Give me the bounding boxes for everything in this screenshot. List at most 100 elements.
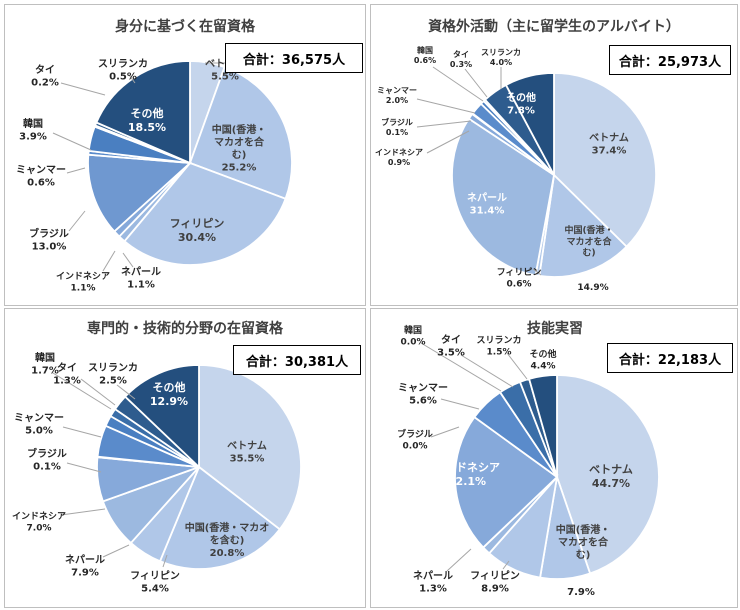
pie-slice-china bbox=[158, 465, 281, 570]
value-label-china: 14.9% bbox=[577, 283, 608, 293]
label-nepal: ネパール 1.3% bbox=[413, 570, 453, 595]
label-korea: 韓国 0.0% bbox=[401, 324, 426, 347]
label-china: 中国(香港・マカオを合む) bbox=[556, 523, 611, 561]
label-other: その他 18.5% bbox=[128, 106, 166, 134]
label-myanmar: ミャンマー 5.6% bbox=[398, 382, 448, 407]
pie-panel-professional: 専門的・技術的分野の在留資格ベトナム 35.5% 中国(香港・マカオを含む) 20.8… bbox=[4, 308, 366, 608]
label-thailand: タイ 0.2% bbox=[31, 64, 59, 89]
label-china: 中国(香港・マカオを合む) 25.2% bbox=[212, 123, 267, 174]
leader-line-korea bbox=[420, 342, 502, 392]
pie-slice-vietnam bbox=[556, 374, 660, 575]
leader-line-thailand bbox=[460, 354, 514, 388]
pie-slice-china bbox=[538, 173, 628, 278]
chart-title: 身分に基づく在留資格 bbox=[115, 18, 256, 35]
leader-line-srilanka bbox=[116, 384, 136, 400]
chart-title: 技能実習 bbox=[527, 320, 583, 337]
label-indonesia: インドネシア 22.1% bbox=[434, 461, 500, 488]
pie-chart-parttime: 資格外活動（主に留学生のアルバイト） ベトナム 37.4% 中国(香港・マカオを合む)… bbox=[375, 18, 680, 293]
label-nepal: ネパール 1.1% bbox=[121, 266, 161, 291]
total-box-professional: 合計：30,381人 bbox=[233, 345, 361, 375]
pie-slice-vietnam bbox=[553, 72, 657, 248]
leader-line-korea bbox=[52, 132, 92, 151]
leader-line-brazil bbox=[416, 120, 472, 128]
total-box-trainee: 合計：22,183人 bbox=[607, 343, 733, 373]
leader-line-nepal bbox=[446, 548, 472, 572]
leader-line-thailand bbox=[464, 68, 488, 98]
pie-slice-nepal bbox=[451, 117, 555, 277]
label-thailand: タイ 0.3% bbox=[450, 49, 472, 69]
label-srilanka: スリランカ 4.0% bbox=[481, 48, 521, 67]
label-other: その他 4.4% bbox=[529, 348, 556, 371]
leader-line-korea bbox=[432, 66, 484, 102]
leader-line-brazil bbox=[68, 210, 86, 232]
label-myanmar: ミャンマー 5.0% bbox=[14, 412, 64, 437]
label-myanmar: ミャンマー 2.0% bbox=[377, 86, 417, 105]
label-brazil: ブラジル 13.0% bbox=[29, 227, 69, 253]
label-brazil: ブラジル 0.0% bbox=[397, 428, 433, 451]
pie-slice-philippines bbox=[123, 161, 287, 266]
label-vietnam: ベトナム 35.5% bbox=[227, 440, 267, 465]
pie-chart-status: 身分に基づく在留資格ベトナム5.5%中国(香港・マカオを合む)25.2%フィリピ… bbox=[16, 18, 293, 293]
value-label-china: 7.9% bbox=[567, 587, 595, 598]
label-china: 中国(香港・マカオを含む) 20.8% bbox=[185, 521, 270, 559]
leader-line-indonesia bbox=[102, 250, 116, 272]
pie-slice-other bbox=[95, 60, 191, 165]
leader-line-nepal bbox=[122, 252, 134, 268]
pie-slice-indonesia bbox=[454, 415, 559, 549]
leader-line-myanmar bbox=[416, 98, 476, 114]
leader-line-myanmar bbox=[62, 426, 102, 438]
leader-line-korea bbox=[52, 372, 112, 410]
leader-line-thailand bbox=[60, 82, 106, 96]
pie-slice-other bbox=[123, 364, 200, 470]
leader-line-philippines bbox=[502, 560, 510, 570]
total-box-status: 合計：36,575人 bbox=[225, 43, 363, 73]
label-philippines: フィリピン 5.4% bbox=[130, 570, 180, 595]
label-nepal: ネパール 31.4% bbox=[467, 192, 507, 217]
leader-line-philippines bbox=[162, 554, 168, 568]
label-philippines: フィリピン 30.4% bbox=[170, 217, 225, 244]
pie-panel-parttime: 資格外活動（主に留学生のアルバイト） ベトナム 37.4% 中国(香港・マカオを合む)… bbox=[370, 4, 738, 306]
leader-line-myanmar bbox=[66, 167, 86, 174]
label-myanmar: ミャンマー 0.6% bbox=[16, 164, 66, 189]
leader-line-brazil bbox=[66, 462, 102, 473]
label-korea: 韓国 3.9% bbox=[19, 117, 47, 143]
label-korea: 韓国 1.7% bbox=[31, 351, 59, 377]
leader-line-thailand bbox=[80, 378, 116, 406]
label-philippines: フィリピン 8.9% bbox=[470, 570, 520, 595]
leader-line-myanmar bbox=[440, 398, 480, 410]
label-indonesia: インドネシア 1.1% bbox=[56, 271, 110, 293]
chart-title: 資格外活動（主に留学生のアルバイト） bbox=[428, 18, 680, 35]
label-srilanka: スリランカ 2.5% bbox=[88, 362, 138, 387]
label-korea: 韓国 0.6% bbox=[414, 45, 436, 65]
leader-line-srilanka bbox=[128, 74, 136, 84]
leader-line-indonesia bbox=[426, 130, 470, 154]
pie-slice-other bbox=[504, 72, 555, 176]
pie-panel-status: 身分に基づく在留資格ベトナム5.5%中国(香港・マカオを合む)25.2%フィリピ… bbox=[4, 4, 366, 306]
label-indonesia: インドネシア 0.9% bbox=[375, 147, 423, 167]
pie-slice-china bbox=[188, 65, 293, 200]
pie-slice-brazil bbox=[87, 153, 193, 233]
label-philippines: フィリピン 0.6% bbox=[497, 266, 542, 289]
label-vietnam: ベトナム 44.7% bbox=[589, 463, 633, 490]
label-srilanka: スリランカ 1.5% bbox=[476, 335, 521, 357]
leader-line-srilanka bbox=[506, 352, 528, 380]
label-thailand: タイ 3.5% bbox=[437, 334, 465, 359]
label-china: 中国(香港・マカオを合む) bbox=[564, 224, 613, 259]
pie-panel-trainee: 技能実習ベトナム 44.7% 中国(香港・マカオを合む) 7.9% フィリピン 8.9% ネ… bbox=[370, 308, 738, 608]
label-srilanka: スリランカ 0.5% bbox=[98, 58, 148, 83]
chart-title: 専門的・技術的分野の在留資格 bbox=[87, 320, 284, 337]
pie-slice-vietnam bbox=[198, 364, 302, 531]
label-nepal: ネパール 7.9% bbox=[65, 554, 105, 579]
label-other: その他 7.8% bbox=[506, 91, 536, 117]
label-indonesia: インドネシア 7.0% bbox=[12, 511, 66, 533]
leader-line-indonesia bbox=[60, 508, 106, 516]
label-thailand: タイ 1.3% bbox=[53, 362, 81, 387]
leader-line-brazil bbox=[430, 426, 460, 438]
pie-slice-other bbox=[528, 374, 558, 478]
label-other: その他 12.9% bbox=[150, 380, 188, 408]
leader-line-philippines bbox=[532, 268, 542, 276]
leader-line-nepal bbox=[102, 544, 130, 558]
total-box-parttime: 合計：25,973人 bbox=[609, 45, 731, 75]
